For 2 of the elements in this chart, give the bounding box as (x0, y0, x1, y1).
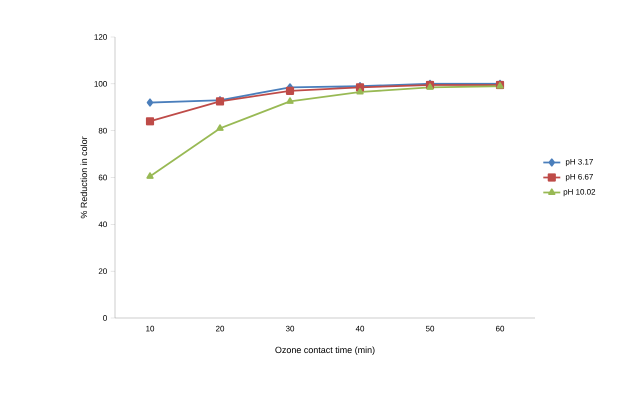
y-axis-title: % Reduction in color (80, 136, 88, 218)
x-axis-title: Ozone contact time (min) (275, 346, 375, 355)
